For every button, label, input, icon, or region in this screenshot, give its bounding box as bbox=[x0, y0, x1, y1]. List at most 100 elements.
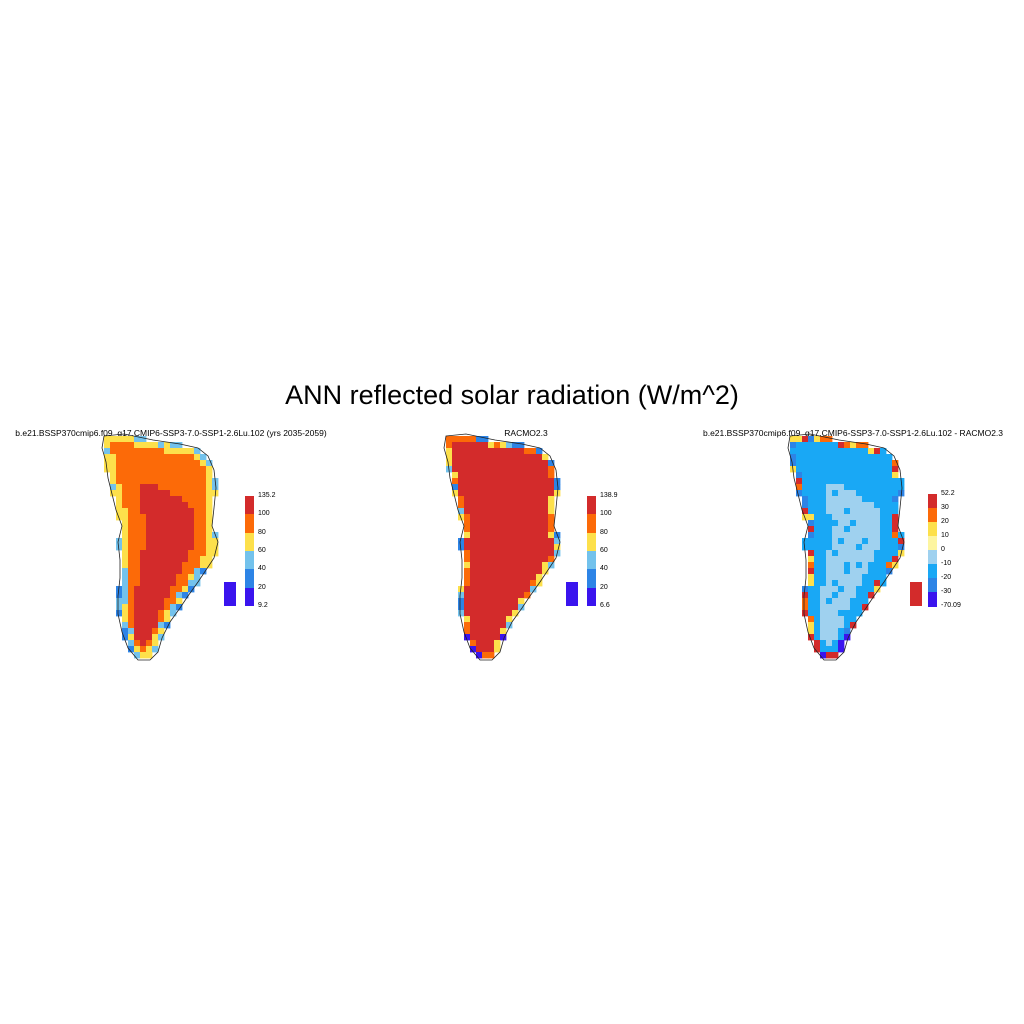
map-cell bbox=[146, 514, 153, 521]
map-cell bbox=[494, 556, 501, 563]
map-cell bbox=[796, 448, 803, 455]
map-cell bbox=[850, 484, 857, 491]
map-cell bbox=[518, 454, 525, 461]
map-cell bbox=[850, 562, 857, 569]
map-cell bbox=[542, 466, 549, 473]
map-cell bbox=[838, 562, 845, 569]
map-cell bbox=[844, 466, 851, 473]
map-cell bbox=[464, 634, 471, 641]
map-cell bbox=[152, 598, 159, 605]
map-cell bbox=[826, 460, 833, 467]
map-cell bbox=[524, 544, 531, 551]
map-cell bbox=[170, 568, 177, 575]
map-cell bbox=[832, 448, 839, 455]
map-cell bbox=[548, 538, 555, 545]
map-cell bbox=[164, 490, 171, 497]
map-cell bbox=[470, 574, 477, 581]
map-cell bbox=[176, 586, 183, 593]
map-cell bbox=[898, 538, 905, 545]
map-cell bbox=[548, 520, 555, 527]
map-cell bbox=[470, 448, 477, 455]
map-cell bbox=[176, 604, 183, 611]
map-cell bbox=[200, 502, 207, 509]
map-cell bbox=[176, 508, 183, 515]
map-cell bbox=[164, 544, 171, 551]
map-cell bbox=[838, 454, 845, 461]
map-cell bbox=[862, 568, 869, 575]
map-cell bbox=[182, 580, 189, 587]
map-cell bbox=[170, 520, 177, 527]
map-cell bbox=[886, 544, 893, 551]
map-cell bbox=[464, 460, 471, 467]
map-cell bbox=[808, 442, 815, 449]
map-cell bbox=[820, 628, 827, 635]
map-cell bbox=[494, 538, 501, 545]
map-cell bbox=[128, 562, 135, 569]
map-cell bbox=[134, 634, 141, 641]
map-cell bbox=[464, 562, 471, 569]
map-cell bbox=[140, 484, 147, 491]
map-cell bbox=[482, 526, 489, 533]
map-cell bbox=[176, 442, 183, 449]
map-cell bbox=[518, 580, 525, 587]
map-cell bbox=[536, 466, 543, 473]
map-cell bbox=[476, 634, 483, 641]
map-cell bbox=[802, 478, 809, 485]
map-cell bbox=[832, 562, 839, 569]
map-cell bbox=[182, 520, 189, 527]
map-cell bbox=[158, 604, 165, 611]
map-cell bbox=[874, 502, 881, 509]
map-cell bbox=[500, 580, 507, 587]
map-cell bbox=[862, 580, 869, 587]
map-cell bbox=[470, 442, 477, 449]
map-cell bbox=[808, 562, 815, 569]
map-cell bbox=[868, 556, 875, 563]
map-cell bbox=[476, 478, 483, 485]
map-cell bbox=[152, 472, 159, 479]
map-cell bbox=[506, 526, 513, 533]
map-cell bbox=[164, 604, 171, 611]
colorbar-label: 10 bbox=[941, 532, 949, 539]
map-cell bbox=[802, 604, 809, 611]
map-cell bbox=[826, 580, 833, 587]
map-cell bbox=[850, 508, 857, 515]
map-cell bbox=[844, 580, 851, 587]
map-cell bbox=[140, 586, 147, 593]
map-cell bbox=[122, 562, 129, 569]
map-cell bbox=[500, 622, 507, 629]
map-cell bbox=[880, 532, 887, 539]
map-cell bbox=[512, 442, 519, 449]
map-cell bbox=[482, 634, 489, 641]
map-cell bbox=[470, 640, 477, 647]
map-cell bbox=[164, 448, 171, 455]
map-cell bbox=[874, 556, 881, 563]
map-cell bbox=[158, 478, 165, 485]
map-cell bbox=[820, 460, 827, 467]
map-cell bbox=[832, 442, 839, 449]
map-cell bbox=[488, 550, 495, 557]
map-cell bbox=[874, 484, 881, 491]
map-cell bbox=[494, 646, 501, 653]
map-cell bbox=[140, 610, 147, 617]
map-cell bbox=[898, 484, 905, 491]
map-cell bbox=[548, 556, 555, 563]
map-cell bbox=[200, 556, 207, 563]
map-cell bbox=[206, 520, 213, 527]
map-cell bbox=[140, 496, 147, 503]
map-cell bbox=[512, 514, 519, 521]
map-cell bbox=[814, 472, 821, 479]
map-cell bbox=[844, 502, 851, 509]
map-cell bbox=[820, 640, 827, 647]
map-cell bbox=[856, 562, 863, 569]
map-cell bbox=[530, 466, 537, 473]
map-cell bbox=[170, 448, 177, 455]
map-cell bbox=[506, 580, 513, 587]
map-cell bbox=[802, 514, 809, 521]
map-cell bbox=[524, 502, 531, 509]
map-cell bbox=[158, 496, 165, 503]
map-cell bbox=[476, 580, 483, 587]
map-cell bbox=[146, 520, 153, 527]
map-cell bbox=[476, 646, 483, 653]
map-cell bbox=[494, 448, 501, 455]
map-cell bbox=[170, 514, 177, 521]
